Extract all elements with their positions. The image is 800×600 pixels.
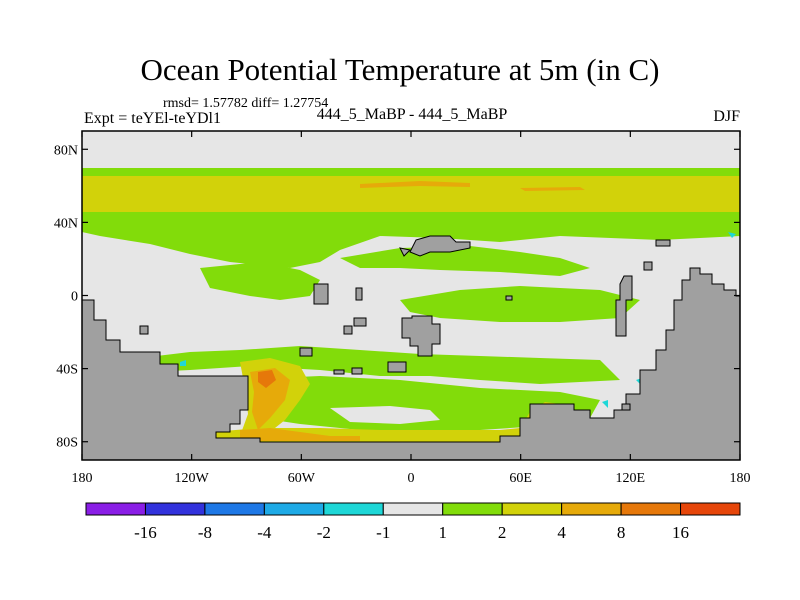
colorbar-level-label: 2 xyxy=(498,523,507,542)
x-tick-label: 0 xyxy=(408,471,415,486)
north-midlat-green xyxy=(82,222,740,268)
colorbar-swatch xyxy=(204,502,265,516)
land-island xyxy=(299,347,313,357)
colorbar-level-label: -1 xyxy=(376,523,390,542)
tropical-green-patch xyxy=(200,262,320,300)
season-label: DJF xyxy=(713,108,740,125)
land-island xyxy=(343,325,353,335)
cool-anomaly-patch xyxy=(180,360,186,366)
land-island xyxy=(355,287,363,301)
southern-neutral-patch xyxy=(330,406,440,424)
axis-ticks: 180 120W 60W 0 60E 120E 180 80N 40N 0 40S 80S xyxy=(54,131,751,486)
land-island xyxy=(351,367,363,375)
land-island xyxy=(655,239,671,247)
colorbar-level-label: 8 xyxy=(617,523,626,542)
colorbar-level-label: -16 xyxy=(134,523,157,542)
colorbar-level-label: 4 xyxy=(557,523,566,542)
y-tick-label: 40S xyxy=(56,363,78,378)
land-island xyxy=(139,325,149,335)
colorbar-swatch xyxy=(263,502,325,516)
x-tick-label: 60W xyxy=(288,471,316,486)
x-tick-label: 120E xyxy=(616,471,646,486)
land-mask xyxy=(82,235,740,460)
weddell-red-patch xyxy=(258,370,276,388)
map-field xyxy=(82,131,740,460)
land-island xyxy=(353,317,367,327)
south-midlat-green xyxy=(140,346,620,384)
land-island xyxy=(621,403,631,411)
colorbar-swatch xyxy=(620,502,682,516)
experiment-id: Expt = teYEl-teYDl1 xyxy=(84,110,221,127)
antarctic-orange-strip xyxy=(240,428,360,441)
land-island xyxy=(505,295,513,301)
colorbar-swatch xyxy=(501,502,563,516)
land-island xyxy=(399,247,412,257)
cool-anomaly-patch xyxy=(602,400,608,408)
land-island xyxy=(387,361,407,373)
y-tick-label: 80N xyxy=(54,143,78,158)
plot-title: Ocean Potential Temperature at 5m (in C) xyxy=(140,52,660,87)
equatorial-green-patch xyxy=(400,286,640,322)
land-south-polygon xyxy=(82,267,740,460)
colorbar-level-label: -8 xyxy=(198,523,212,542)
x-tick-label: 180 xyxy=(72,471,93,486)
colorbar-level-label: -2 xyxy=(317,523,331,542)
x-tick-label: 60E xyxy=(509,471,532,486)
colorbar-swatch xyxy=(442,502,503,516)
north-orange-streak xyxy=(520,187,585,191)
x-tick-label: 120W xyxy=(175,471,210,486)
southern-ocean-green xyxy=(230,376,600,434)
colorbar-swatch xyxy=(680,502,741,516)
land-island xyxy=(615,275,633,337)
colorbar-swatch xyxy=(144,502,206,516)
colorbar-swatch xyxy=(382,502,444,516)
colorbar-level-label: 1 xyxy=(438,523,447,542)
cool-anomaly-patch xyxy=(728,232,736,238)
colorbar: -16 -8 -4 -2 -1 1 2 4 8 16 xyxy=(85,502,741,542)
colorbar-swatch xyxy=(85,502,146,516)
colorbar-swatch xyxy=(561,502,622,516)
north-orange-streak xyxy=(360,181,470,188)
land-island xyxy=(643,261,653,271)
y-tick-label: 0 xyxy=(71,290,78,305)
colorbar-swatch xyxy=(323,502,384,516)
north-yellow-band xyxy=(82,176,740,212)
y-tick-label: 40N xyxy=(54,216,78,231)
colorbar-level-label: 16 xyxy=(672,523,689,542)
colorbar-level-label: -4 xyxy=(257,523,272,542)
y-tick-label: 80S xyxy=(56,436,78,451)
experiment-label: 444_5_MaBP - 444_5_MaBP xyxy=(316,106,508,123)
land-island xyxy=(401,315,441,357)
land-island xyxy=(409,235,471,257)
rmsd-diff-stats: rmsd= 1.57782 diff= 1.27754 xyxy=(163,96,329,111)
x-tick-label: 180 xyxy=(730,471,751,486)
land-island xyxy=(333,369,345,375)
land-island xyxy=(313,283,329,305)
